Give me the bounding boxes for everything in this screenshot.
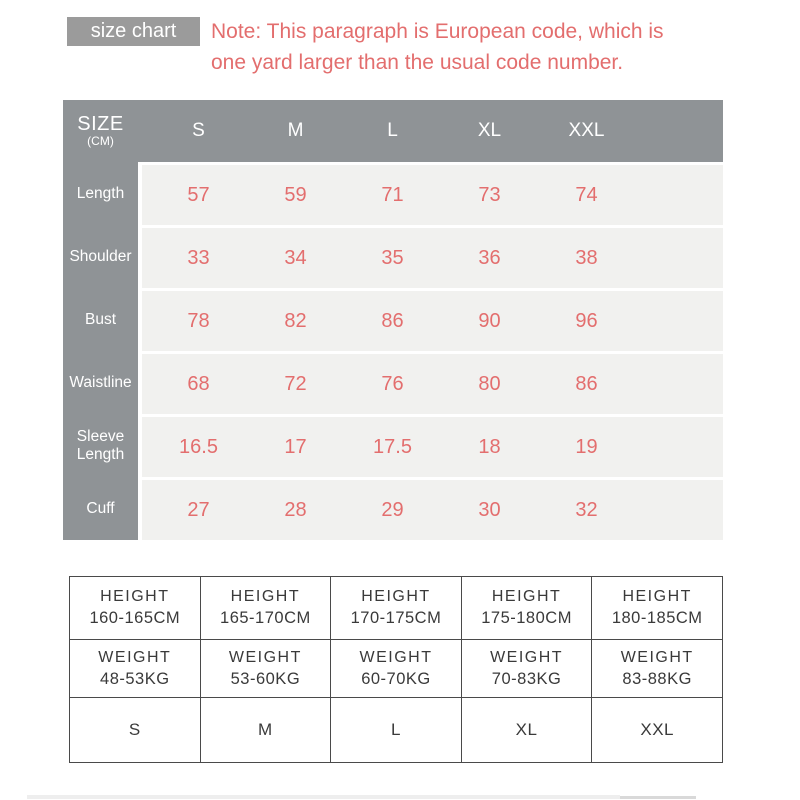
weight-cell: WEIGHT 83-88KG: [591, 639, 723, 698]
size-cell: M: [199, 697, 332, 763]
weight-label: WEIGHT: [98, 648, 172, 666]
cell-value: 73: [478, 183, 501, 206]
fit-table-height-row: HEIGHT 160-165CM HEIGHT 165-170CM HEIGHT…: [69, 576, 723, 640]
corner-unit: (CM): [87, 134, 114, 149]
cell-value: 17.5: [373, 435, 412, 458]
column-header-m: M: [287, 120, 304, 141]
height-label: HEIGHT: [622, 588, 692, 605]
size-cell: S: [69, 697, 201, 763]
cell-value: 86: [381, 309, 404, 332]
cell-value: 72: [284, 372, 307, 395]
table-row-shoulder: Shoulder 33 34 35 36 38: [63, 225, 723, 288]
height-range: 175-180CM: [481, 609, 572, 627]
cell-value: 35: [381, 246, 404, 269]
cell-value: 59: [284, 183, 307, 206]
column-header-xxl: XXL: [568, 120, 605, 141]
cell-value: 96: [575, 309, 598, 332]
cell-value: 33: [187, 246, 210, 269]
weight-cell: WEIGHT 70-83KG: [460, 639, 593, 698]
note-line-1: Note: This paragraph is European code, w…: [211, 20, 664, 43]
weight-cell: WEIGHT 53-60KG: [199, 639, 332, 698]
table-row-length: Length 57 59 71 73 74: [63, 162, 723, 225]
height-range: 160-165CM: [89, 609, 181, 627]
size-table-header: SIZE (CM) S M L XL XXL: [63, 100, 723, 162]
bottom-crop-artifact-dark: [620, 796, 696, 799]
row-label: Bust: [63, 288, 138, 351]
height-cell: HEIGHT 160-165CM: [69, 576, 201, 640]
cell-value: 74: [575, 183, 598, 206]
size-cell: XL: [460, 697, 593, 763]
height-cell: HEIGHT 175-180CM: [460, 576, 593, 640]
cell-value: 68: [187, 372, 210, 395]
cell-value: 34: [284, 246, 307, 269]
bottom-crop-artifact: [27, 795, 620, 799]
table-row-cuff: Cuff 27 28 29 30 32: [63, 477, 723, 540]
cell-value: 90: [478, 309, 501, 332]
cell-value: 71: [381, 183, 404, 206]
height-label: HEIGHT: [100, 588, 170, 605]
cell-value: 57: [187, 183, 210, 206]
table-row-bust: Bust 78 82 86 90 96: [63, 288, 723, 351]
height-label: HEIGHT: [230, 588, 301, 605]
weight-range: 60-70KG: [361, 669, 431, 688]
size-chart-badge: size chart: [67, 17, 200, 46]
column-header-l: L: [387, 120, 398, 141]
cell-value: 19: [575, 435, 598, 458]
row-label: Length: [63, 162, 138, 225]
weight-range: 53-60KG: [230, 669, 301, 688]
height-cell: HEIGHT 165-170CM: [199, 576, 332, 640]
cell-value: 76: [381, 372, 404, 395]
height-cell: HEIGHT 170-175CM: [330, 576, 462, 640]
size-cell: L: [330, 697, 462, 763]
note-line-2: one yard larger than the usual code numb…: [211, 51, 624, 74]
cell-value: 38: [575, 246, 598, 269]
cell-value: 36: [478, 246, 501, 269]
weight-label: WEIGHT: [359, 648, 433, 666]
weight-range: 48-53KG: [100, 669, 170, 688]
height-range: 170-175CM: [350, 609, 442, 627]
cell-value: 32: [575, 498, 598, 521]
size-cell: XXL: [591, 697, 723, 763]
weight-cell: WEIGHT 48-53KG: [69, 639, 201, 698]
height-cell: HEIGHT 180-185CM: [591, 576, 723, 640]
row-label: Cuff: [63, 477, 138, 540]
size-table: SIZE (CM) S M L XL XXL Length 57 59 71 7…: [63, 100, 723, 540]
corner-title: SIZE: [77, 113, 124, 136]
row-label: Shoulder: [63, 225, 138, 288]
height-label: HEIGHT: [361, 588, 431, 605]
table-row-sleeve-length: Sleeve Length 16.5 17 17.5 18 19: [63, 414, 723, 477]
cell-value: 86: [575, 372, 598, 395]
weight-range: 70-83KG: [491, 669, 562, 688]
table-row-waistline: Waistline 68 72 76 80 86: [63, 351, 723, 414]
column-header-s: S: [192, 120, 205, 141]
weight-label: WEIGHT: [620, 648, 694, 666]
cell-value: 27: [187, 498, 210, 521]
row-label: Waistline: [63, 351, 138, 414]
cell-value: 80: [478, 372, 501, 395]
height-label: HEIGHT: [491, 588, 562, 605]
weight-label: WEIGHT: [490, 648, 564, 666]
column-header-xl: XL: [477, 120, 502, 141]
fit-table-size-row: S M L XL XXL: [69, 697, 723, 763]
size-table-corner: SIZE (CM): [63, 114, 138, 148]
cell-value: 82: [284, 309, 307, 332]
height-range: 180-185CM: [611, 609, 703, 627]
cell-value: 17: [284, 435, 307, 458]
weight-label: WEIGHT: [228, 648, 302, 666]
cell-value: 30: [478, 498, 501, 521]
cell-value: 29: [381, 498, 404, 521]
row-label: Sleeve Length: [63, 414, 138, 477]
height-range: 165-170CM: [220, 609, 311, 627]
fit-table: HEIGHT 160-165CM HEIGHT 165-170CM HEIGHT…: [69, 576, 723, 763]
weight-range: 83-88KG: [622, 669, 692, 688]
weight-cell: WEIGHT 60-70KG: [330, 639, 462, 698]
cell-value: 28: [284, 498, 307, 521]
cell-value: 16.5: [179, 435, 218, 458]
cell-value: 78: [187, 309, 210, 332]
cell-value: 18: [478, 435, 501, 458]
note-text: Note: This paragraph is European code, w…: [211, 16, 664, 78]
fit-table-weight-row: WEIGHT 48-53KG WEIGHT 53-60KG WEIGHT 60-…: [69, 639, 723, 698]
